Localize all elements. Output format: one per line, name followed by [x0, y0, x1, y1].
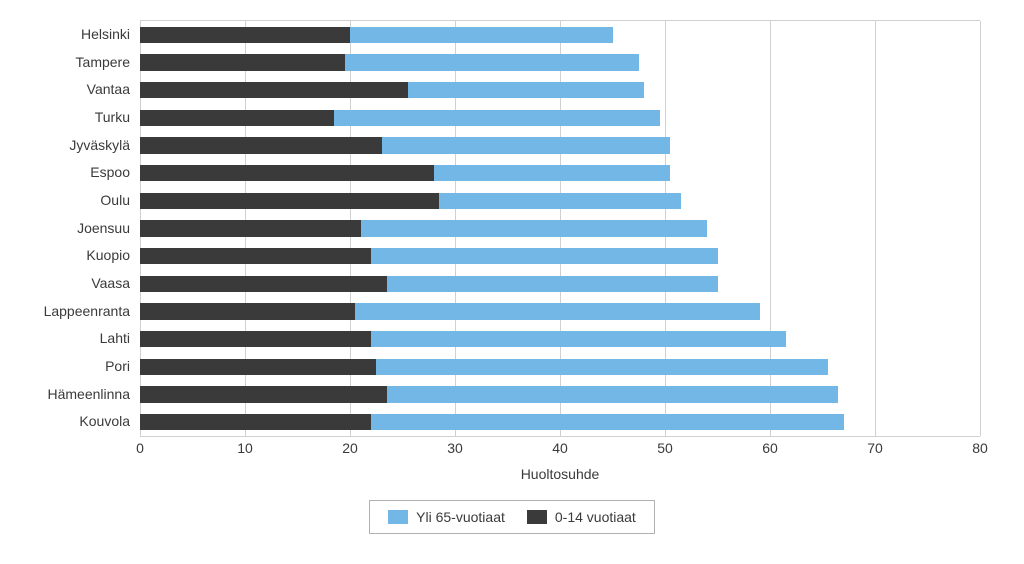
bar-row — [140, 165, 980, 182]
y-axis-label: Vantaa — [10, 82, 130, 96]
bar-segment-old — [350, 27, 613, 44]
y-axis-label: Turku — [10, 110, 130, 124]
bar-row — [140, 27, 980, 44]
x-tick-label: 30 — [447, 440, 463, 456]
bar-segment-old — [334, 110, 660, 127]
bar-segment-young — [140, 27, 350, 44]
bar-segment-young — [140, 193, 439, 210]
bar-segment-young — [140, 414, 371, 431]
bar-segment-old — [345, 54, 639, 71]
bar-row — [140, 414, 980, 431]
y-axis-label: Espoo — [10, 165, 130, 179]
y-axis-label: Oulu — [10, 193, 130, 207]
gridline — [980, 21, 981, 436]
legend-item: Yli 65-vuotiaat — [388, 509, 505, 525]
bar-segment-old — [387, 386, 839, 403]
bar-segment-old — [371, 414, 844, 431]
x-tick-label: 80 — [972, 440, 988, 456]
bar-row — [140, 359, 980, 376]
legend: Yli 65-vuotiaat 0-14 vuotiaat — [0, 500, 1024, 534]
bar-segment-old — [408, 82, 644, 99]
bar-row — [140, 386, 980, 403]
bar-segment-young — [140, 386, 387, 403]
y-axis-label: Kouvola — [10, 414, 130, 428]
bar-segment-old — [439, 193, 681, 210]
bar-segment-young — [140, 137, 382, 154]
bar-segment-old — [382, 137, 671, 154]
y-axis-label: Joensuu — [10, 221, 130, 235]
bar-row — [140, 137, 980, 154]
bar-segment-young — [140, 82, 408, 99]
y-axis-label: Helsinki — [10, 27, 130, 41]
bar-segment-young — [140, 54, 345, 71]
bar-row — [140, 54, 980, 71]
bar-segment-young — [140, 110, 334, 127]
bar-segment-young — [140, 331, 371, 348]
y-axis-label: Lappeenranta — [10, 304, 130, 318]
bar-segment-young — [140, 303, 355, 320]
y-axis-label: Lahti — [10, 331, 130, 345]
bar-segment-old — [387, 276, 718, 293]
x-axis-ticks: 01020304050607080 — [140, 440, 980, 460]
y-axis-label: Hämeenlinna — [10, 387, 130, 401]
y-axis-label: Vaasa — [10, 276, 130, 290]
x-tick-label: 50 — [657, 440, 673, 456]
x-tick-label: 40 — [552, 440, 568, 456]
dependency-ratio-chart: Helsinki Tampere Vantaa Turku Jyväskylä Espoo… — [0, 0, 1024, 564]
legend-swatch — [388, 510, 408, 524]
y-axis-label: Tampere — [10, 55, 130, 69]
x-tick-label: 0 — [136, 440, 144, 456]
x-tick-label: 20 — [342, 440, 358, 456]
bar-row — [140, 110, 980, 127]
y-axis-label: Pori — [10, 359, 130, 373]
bar-segment-old — [355, 303, 759, 320]
bar-segment-young — [140, 276, 387, 293]
y-axis-label: Jyväskylä — [10, 138, 130, 152]
bar-segment-old — [434, 165, 670, 182]
bar-segment-old — [371, 248, 718, 265]
bar-row — [140, 276, 980, 293]
bar-row — [140, 331, 980, 348]
bar-segment-old — [371, 331, 786, 348]
y-axis-label: Kuopio — [10, 248, 130, 262]
bar-row — [140, 220, 980, 237]
bar-row — [140, 248, 980, 265]
x-tick-label: 60 — [762, 440, 778, 456]
x-tick-label: 10 — [237, 440, 253, 456]
bar-row — [140, 303, 980, 320]
legend-swatch — [527, 510, 547, 524]
bar-segment-young — [140, 220, 361, 237]
legend-item: 0-14 vuotiaat — [527, 509, 636, 525]
x-axis-title: Huoltosuhde — [140, 466, 980, 482]
bar-segment-young — [140, 165, 434, 182]
bar-segment-young — [140, 248, 371, 265]
x-tick-label: 70 — [867, 440, 883, 456]
bar-segment-old — [376, 359, 828, 376]
bar-segment-young — [140, 359, 376, 376]
legend-label: Yli 65-vuotiaat — [416, 509, 505, 525]
bar-row — [140, 193, 980, 210]
legend-box: Yli 65-vuotiaat 0-14 vuotiaat — [369, 500, 655, 534]
bar-row — [140, 82, 980, 99]
plot-area — [140, 20, 980, 437]
legend-label: 0-14 vuotiaat — [555, 509, 636, 525]
bar-segment-old — [361, 220, 708, 237]
